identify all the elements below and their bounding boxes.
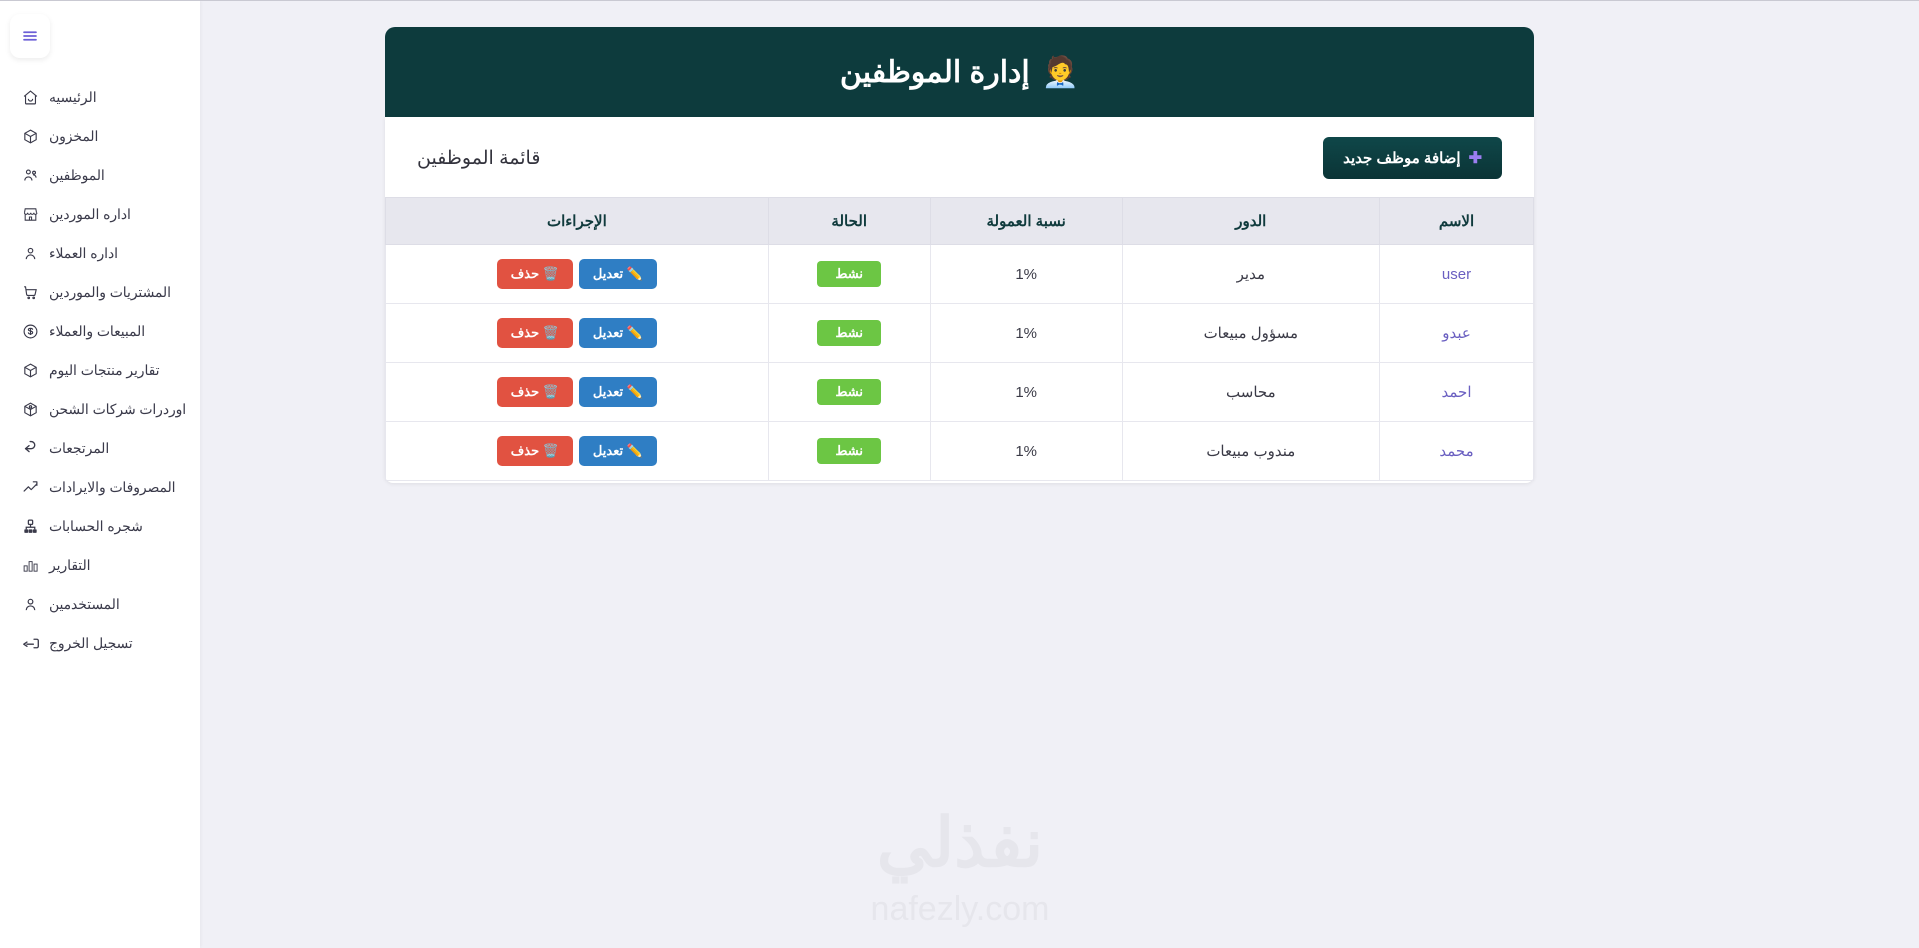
svg-text:نفذلي: نفذلي: [876, 805, 1042, 885]
svg-text:nafezly.com: nafezly.com: [870, 890, 1049, 928]
